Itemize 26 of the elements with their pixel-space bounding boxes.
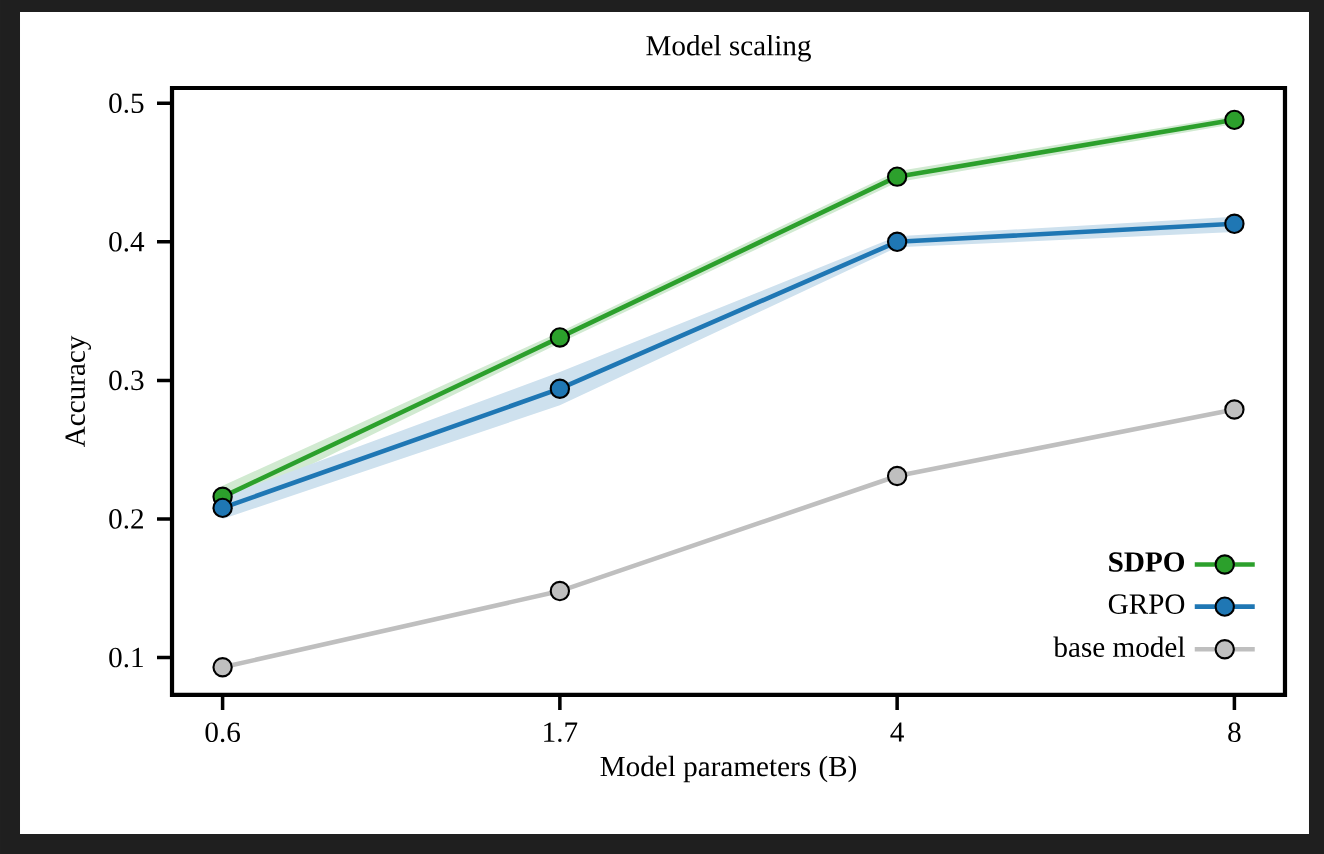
x-axis-title: Model parameters (B) <box>600 755 856 783</box>
point <box>1224 109 1245 131</box>
y-tick-label: 0.5 <box>109 93 144 114</box>
point <box>886 465 908 487</box>
point <box>549 580 571 602</box>
point <box>886 166 908 187</box>
y-axis-title: Accuracy <box>65 335 92 448</box>
point <box>1224 213 1245 234</box>
y-tick-label: 0.1 <box>109 647 143 668</box>
point <box>549 327 571 348</box>
x-tick-label: 1.7 <box>544 722 578 743</box>
legend-label: SDPO <box>1109 552 1185 572</box>
point <box>1224 399 1245 420</box>
chart-title: Model scaling <box>646 34 811 62</box>
point <box>549 378 571 399</box>
x-tick-label: 4 <box>890 722 904 742</box>
y-tick-label: 0.4 <box>109 231 145 252</box>
y-tick-label: 0.2 <box>109 509 143 529</box>
point <box>886 231 908 253</box>
legend-label: GRPO <box>1108 594 1185 614</box>
x-tick-label: 0.6 <box>205 722 240 743</box>
x-tick-label: 8 <box>1228 722 1241 743</box>
legend-label: base model <box>1053 636 1185 658</box>
point <box>212 657 233 678</box>
y-tick-label: 0.3 <box>109 370 144 391</box>
point <box>212 497 233 519</box>
